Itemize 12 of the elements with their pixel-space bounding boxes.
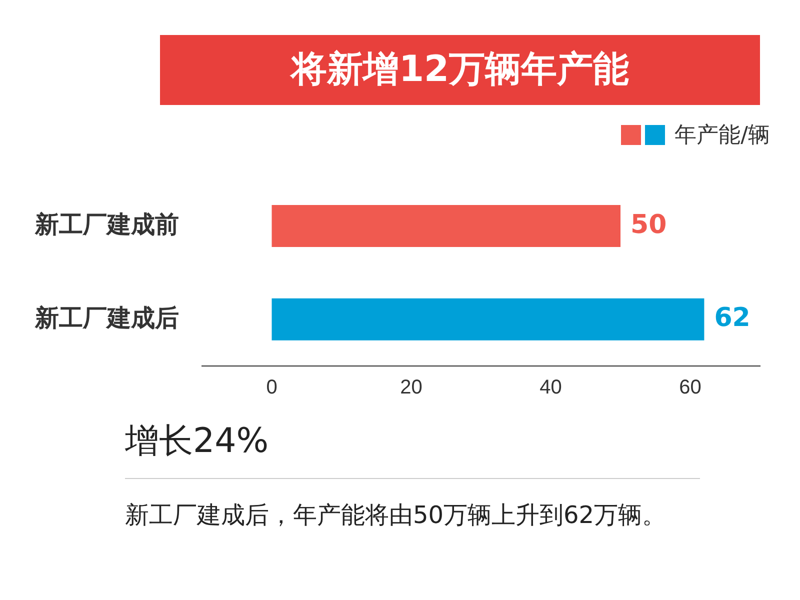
chart-title: 将新增12万辆年产能 [160,35,760,105]
x-tick-label: 0 [266,376,278,399]
text: 增长24% [125,420,269,463]
data-label: 62 [714,303,750,334]
x-tick-label: 40 [540,376,562,399]
y-tick-label: 新工厂建成前 [34,212,179,239]
x-tick-label: 60 [679,376,702,399]
x-tick-label: 20 [400,376,422,399]
data-label: 50 [630,210,667,240]
legend-label: 年产能/辆 [674,122,770,150]
text: 新工厂建成后，年产能将由50万辆上升到62万辆。 [125,500,668,531]
y-tick-label: 新工厂建成后 [34,304,179,332]
